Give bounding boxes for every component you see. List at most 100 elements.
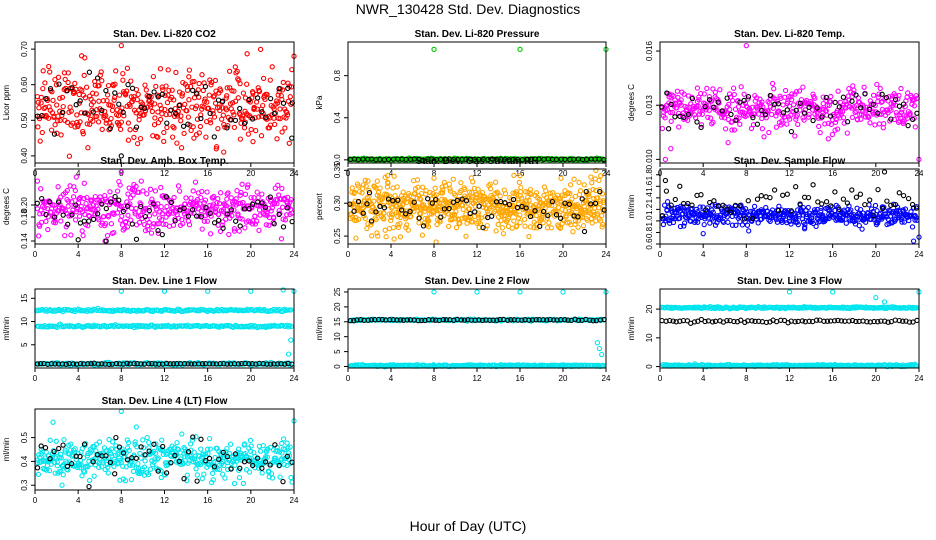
data-point — [254, 95, 261, 101]
data-point — [360, 156, 366, 162]
data-point — [120, 77, 126, 83]
data-point — [733, 117, 739, 123]
x-tick-label: 4 — [701, 169, 706, 178]
data-point — [237, 200, 244, 206]
data-point — [765, 108, 771, 114]
data-point — [820, 94, 826, 100]
data-point — [162, 106, 168, 113]
data-point — [580, 223, 587, 229]
data-point — [546, 220, 552, 226]
data-point — [388, 217, 394, 224]
data-point — [557, 224, 564, 231]
data-point — [262, 204, 269, 210]
data-point — [701, 91, 707, 97]
data-point — [191, 78, 197, 85]
data-point — [785, 93, 792, 100]
data-point — [221, 149, 227, 155]
data-point — [90, 109, 96, 115]
data-point — [406, 193, 413, 199]
data-point — [434, 211, 440, 218]
data-point — [381, 210, 387, 216]
data-point — [685, 117, 691, 124]
data-point — [207, 231, 214, 237]
data-point — [47, 86, 54, 92]
data-point — [840, 115, 847, 121]
x-tick-label: 12 — [785, 169, 794, 178]
data-point — [473, 194, 480, 201]
panel-4: Stan. Dev. Amb. Box Temp.degrees C0 4 8 12 1… — [2, 156, 299, 259]
data-point — [229, 212, 235, 219]
data-point — [879, 91, 885, 97]
data-point — [103, 120, 109, 126]
data-point — [75, 237, 81, 243]
data-point — [789, 97, 795, 103]
data-point — [237, 192, 243, 198]
data-point — [792, 133, 798, 139]
data-point — [217, 228, 224, 235]
y-tick-label: 10 — [20, 317, 29, 326]
y-axis-label: ml/min — [627, 195, 636, 219]
data-point — [206, 92, 212, 98]
data-point — [707, 199, 713, 206]
data-point — [677, 183, 683, 189]
y-axis-label: degrees C — [627, 84, 636, 121]
data-point — [230, 109, 236, 115]
data-point — [759, 99, 765, 105]
data-point — [69, 199, 75, 205]
data-point — [192, 105, 199, 112]
data-point — [511, 172, 517, 179]
data-point — [38, 186, 44, 192]
data-point — [233, 218, 239, 224]
data-point — [417, 210, 423, 216]
data-point — [253, 127, 259, 134]
data-point — [78, 203, 84, 210]
data-point — [832, 99, 838, 106]
data-point — [129, 221, 135, 227]
data-point — [746, 228, 752, 234]
data-point — [701, 221, 707, 228]
data-point — [495, 221, 501, 228]
data-point — [769, 80, 776, 87]
data-point — [259, 200, 265, 206]
data-point — [280, 216, 286, 222]
data-point — [713, 105, 719, 111]
data-point — [118, 119, 125, 125]
y-axis-label: ml/min — [627, 317, 636, 341]
data-point — [125, 212, 131, 218]
data-point — [160, 87, 166, 93]
data-point — [685, 111, 692, 118]
data-point — [120, 70, 126, 77]
y-tick-label: 0.8 — [333, 70, 342, 82]
data-point — [890, 102, 896, 108]
data-point — [153, 206, 160, 212]
data-point — [72, 217, 79, 223]
data-point — [572, 221, 578, 227]
data-point — [48, 127, 55, 133]
data-point — [145, 226, 151, 233]
data-point — [224, 211, 231, 217]
data-point — [158, 204, 164, 210]
data-point — [184, 87, 191, 93]
data-point — [52, 76, 58, 83]
y-tick-label: 0.18 — [20, 209, 29, 225]
data-point — [883, 94, 890, 101]
data-point — [364, 225, 370, 232]
data-point — [164, 124, 170, 131]
data-point — [53, 82, 60, 88]
data-point — [201, 218, 208, 224]
data-point — [161, 288, 168, 294]
data-point — [97, 72, 103, 78]
data-point — [34, 178, 41, 184]
data-point — [664, 90, 670, 96]
data-point — [194, 116, 201, 122]
data-point — [185, 121, 191, 127]
data-point — [165, 67, 171, 73]
data-point — [50, 97, 56, 104]
data-point — [125, 137, 132, 143]
data-point — [866, 106, 873, 113]
data-point — [839, 109, 846, 115]
y-tick-label: 20 — [333, 302, 342, 311]
data-point — [702, 103, 708, 110]
data-point — [905, 90, 911, 96]
